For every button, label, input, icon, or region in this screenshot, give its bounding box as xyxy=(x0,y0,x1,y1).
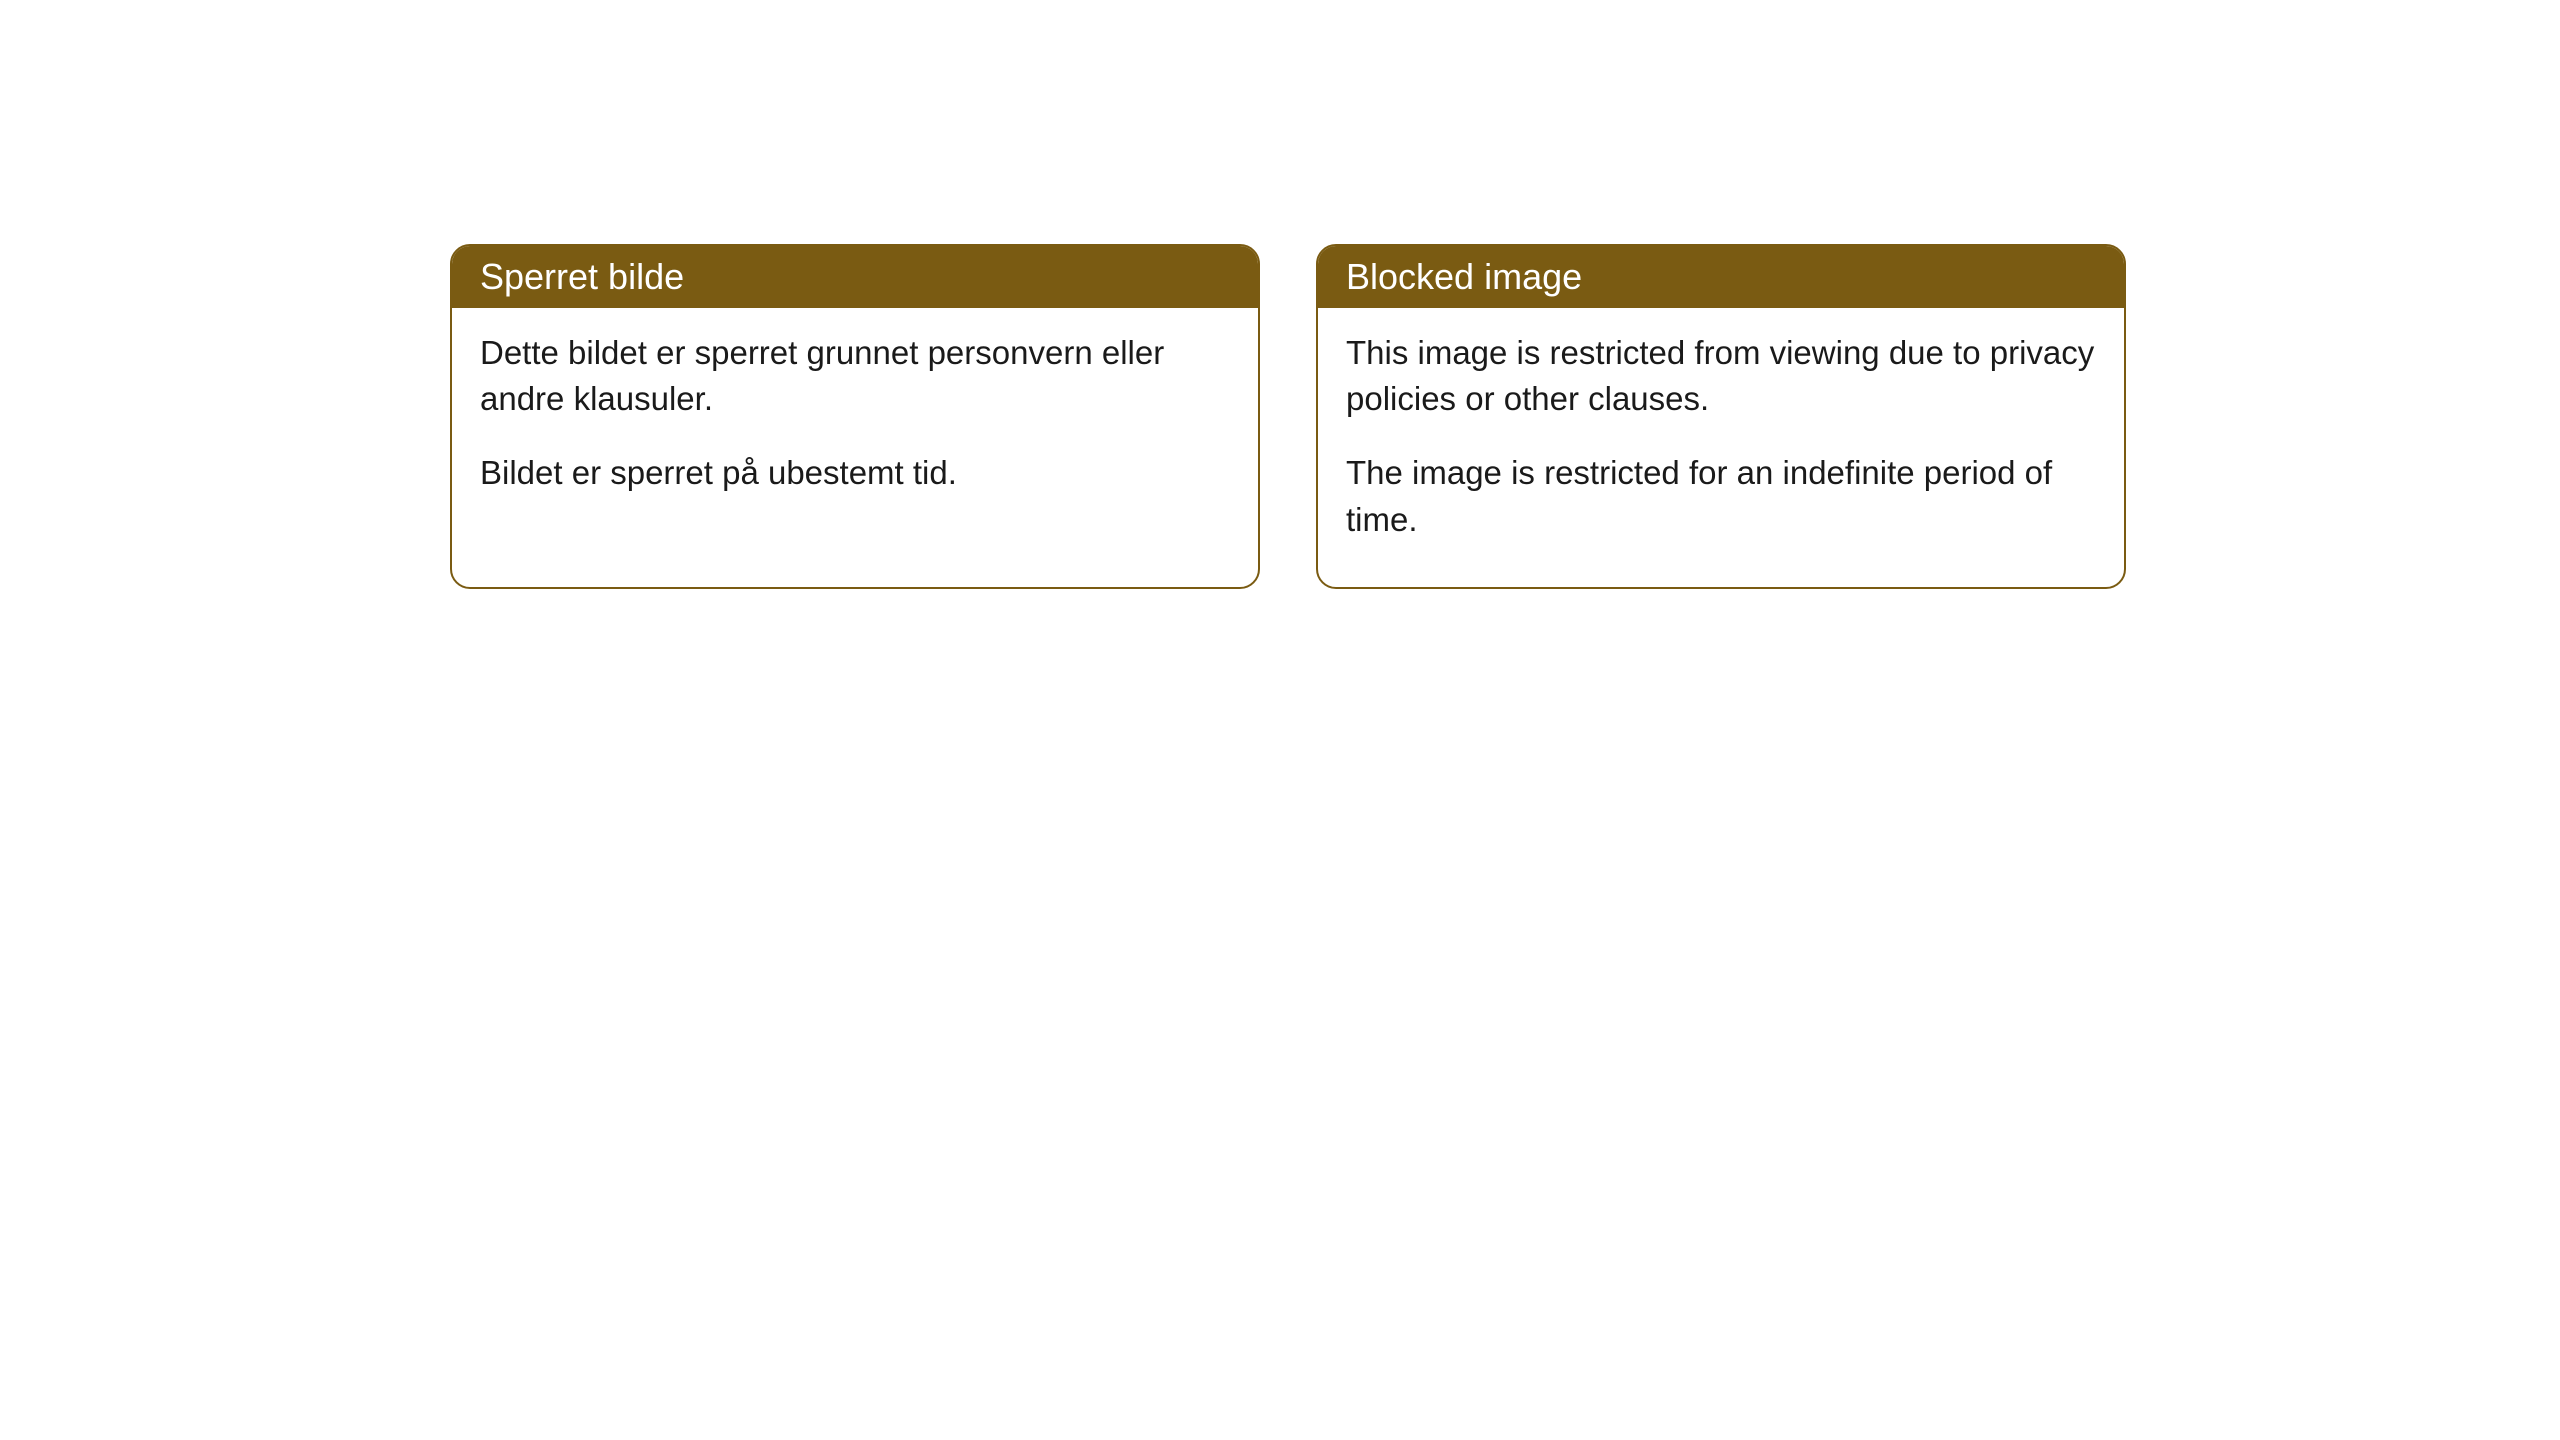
card-norwegian: Sperret bilde Dette bildet er sperret gr… xyxy=(450,244,1260,589)
card-text-1-english: This image is restricted from viewing du… xyxy=(1346,330,2096,422)
card-title-norwegian: Sperret bilde xyxy=(480,256,684,297)
card-header-english: Blocked image xyxy=(1318,246,2124,308)
card-text-2-english: The image is restricted for an indefinit… xyxy=(1346,450,2096,542)
cards-container: Sperret bilde Dette bildet er sperret gr… xyxy=(450,244,2126,589)
card-body-norwegian: Dette bildet er sperret grunnet personve… xyxy=(452,308,1258,541)
card-header-norwegian: Sperret bilde xyxy=(452,246,1258,308)
card-title-english: Blocked image xyxy=(1346,256,1582,297)
card-text-2-norwegian: Bildet er sperret på ubestemt tid. xyxy=(480,450,1230,496)
card-text-1-norwegian: Dette bildet er sperret grunnet personve… xyxy=(480,330,1230,422)
card-english: Blocked image This image is restricted f… xyxy=(1316,244,2126,589)
card-body-english: This image is restricted from viewing du… xyxy=(1318,308,2124,587)
